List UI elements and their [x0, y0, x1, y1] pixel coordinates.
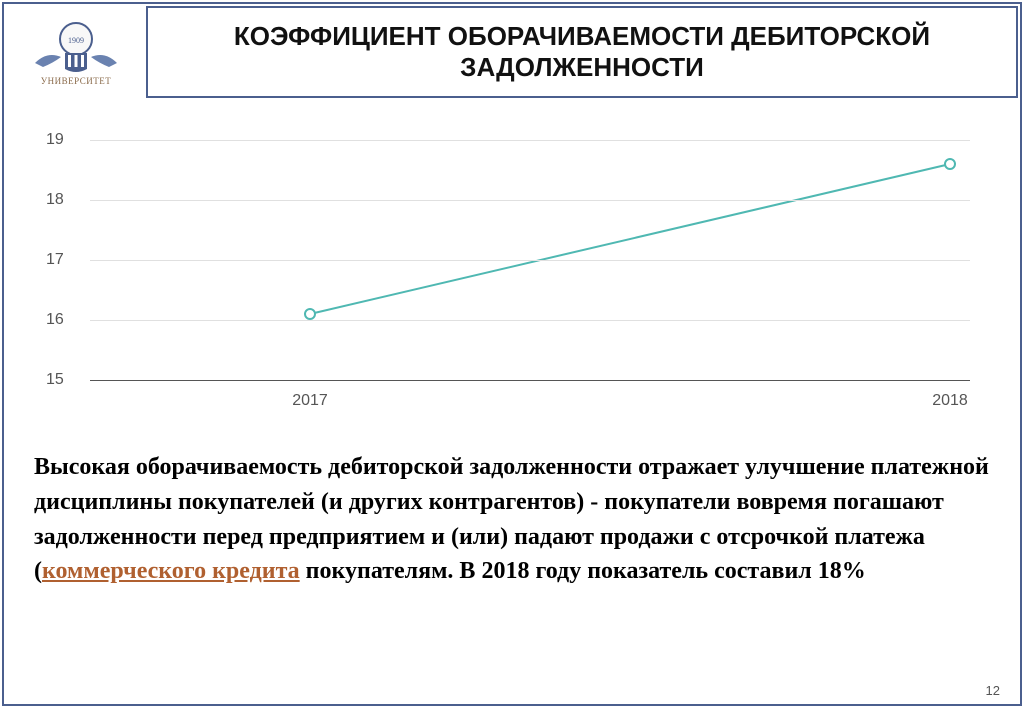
- grid-line: [90, 260, 970, 261]
- body-paragraph: Высокая оборачиваемость дебиторской задо…: [34, 450, 990, 589]
- logo-label: УНИВЕРСИТЕТ: [41, 77, 111, 87]
- data-marker: [945, 159, 955, 169]
- page-number: 12: [986, 683, 1000, 698]
- slide-title: КОЭФФИЦИЕНТ ОБОРАЧИВАЕМОСТИ ДЕБИТОРСКОЙ …: [164, 21, 1000, 83]
- x-tick-label: 2017: [292, 392, 328, 424]
- y-tick-label: 15: [46, 371, 64, 389]
- crest-icon: 1909: [33, 17, 119, 75]
- x-tick-label: 2018: [932, 392, 968, 424]
- line-chart: 151617181920172018: [40, 130, 980, 420]
- y-tick-label: 18: [46, 191, 64, 209]
- header: 1909 УНИВЕРСИТЕТ КОЭФФИЦИЕНТ ОБОРАЧИВАЕМ…: [6, 6, 1018, 98]
- y-tick-label: 17: [46, 251, 64, 269]
- y-tick-label: 16: [46, 311, 64, 329]
- x-axis-line: [90, 380, 970, 381]
- university-logo: 1909 УНИВЕРСИТЕТ: [6, 6, 146, 98]
- grid-line: [90, 140, 970, 141]
- grid-line: [90, 200, 970, 201]
- svg-text:1909: 1909: [68, 36, 84, 45]
- paragraph-text-2: покупателям. В 2018 году показатель сост…: [300, 558, 866, 584]
- plot-area: [90, 140, 970, 380]
- title-box: КОЭФФИЦИЕНТ ОБОРАЧИВАЕМОСТИ ДЕБИТОРСКОЙ …: [146, 6, 1018, 98]
- grid-line: [90, 320, 970, 321]
- y-tick-label: 19: [46, 131, 64, 149]
- data-marker: [305, 309, 315, 319]
- commercial-credit-link[interactable]: коммерческого кредита: [42, 558, 300, 584]
- series-line: [310, 164, 950, 314]
